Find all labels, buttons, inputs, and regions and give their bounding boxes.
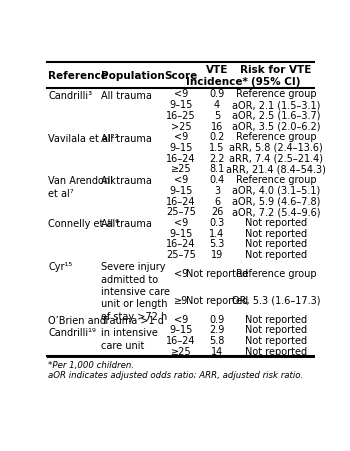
Text: aOR indicates adjusted odds ratio; ARR, adjusted risk ratio.: aOR indicates adjusted odds ratio; ARR, … <box>48 370 303 379</box>
Text: 5.8: 5.8 <box>209 335 225 345</box>
Text: <9: <9 <box>174 132 188 142</box>
Text: 16–25: 16–25 <box>166 110 196 120</box>
Text: 1.5: 1.5 <box>209 143 225 152</box>
Text: Candrilli³: Candrilli³ <box>48 91 92 101</box>
Text: Reference group: Reference group <box>236 175 316 185</box>
Text: All trauma: All trauma <box>102 91 152 101</box>
Text: Not reported: Not reported <box>245 314 307 324</box>
Text: Trauma >1 d
in intensive
care unit: Trauma >1 d in intensive care unit <box>102 315 164 350</box>
Text: 9–15: 9–15 <box>169 185 193 195</box>
Text: 5: 5 <box>214 110 220 120</box>
Text: Van Arendonk
et al⁷: Van Arendonk et al⁷ <box>48 176 116 198</box>
Text: 25–75: 25–75 <box>166 207 196 217</box>
Text: 1.4: 1.4 <box>209 228 225 238</box>
Text: 9–15: 9–15 <box>169 228 193 238</box>
Text: 16–24: 16–24 <box>167 196 196 206</box>
Text: Cyr¹⁵: Cyr¹⁵ <box>48 262 72 272</box>
Text: 2.2: 2.2 <box>209 153 225 163</box>
Text: aOR, 2.1 (1.5–3.1): aOR, 2.1 (1.5–3.1) <box>232 100 320 110</box>
Text: <9: <9 <box>174 217 188 227</box>
Text: 0.9: 0.9 <box>209 314 225 324</box>
Text: aRR, 5.8 (2.4–13.6): aRR, 5.8 (2.4–13.6) <box>229 143 323 152</box>
Text: 16–24: 16–24 <box>167 335 196 345</box>
Text: Connelly et al⁶: Connelly et al⁶ <box>48 219 119 229</box>
Text: O’Brien and
Candrilli¹⁹: O’Brien and Candrilli¹⁹ <box>48 315 106 337</box>
Text: All trauma: All trauma <box>102 176 152 186</box>
Text: 9–15: 9–15 <box>169 143 193 152</box>
Text: 0.3: 0.3 <box>209 217 225 227</box>
Text: 2.9: 2.9 <box>209 325 225 335</box>
Text: Population: Population <box>102 71 165 81</box>
Text: ≥25: ≥25 <box>171 164 191 174</box>
Text: <9: <9 <box>174 89 188 99</box>
Text: ≥9: ≥9 <box>174 295 188 305</box>
Text: 3: 3 <box>214 185 220 195</box>
Text: 5.3: 5.3 <box>209 239 225 249</box>
Text: 9–15: 9–15 <box>169 325 193 335</box>
Text: <9: <9 <box>174 175 188 185</box>
Text: Reference group: Reference group <box>236 132 316 142</box>
Text: aOR, 2.5 (1.6–3.7): aOR, 2.5 (1.6–3.7) <box>232 110 320 120</box>
Text: Not reported: Not reported <box>245 346 307 356</box>
Text: Not reported: Not reported <box>245 335 307 345</box>
Text: VTE
Incidence*: VTE Incidence* <box>186 64 248 87</box>
Text: 0.2: 0.2 <box>209 132 225 142</box>
Text: 16–24: 16–24 <box>167 239 196 249</box>
Text: 6: 6 <box>214 196 220 206</box>
Text: Score: Score <box>164 71 198 81</box>
Text: Risk for VTE
(95% CI): Risk for VTE (95% CI) <box>240 64 312 87</box>
Text: *Per 1,000 children.: *Per 1,000 children. <box>48 360 134 369</box>
Text: aOR, 5.9 (4.6–7.8): aOR, 5.9 (4.6–7.8) <box>232 196 320 206</box>
Text: Reference group: Reference group <box>236 268 316 278</box>
Text: 9–15: 9–15 <box>169 100 193 110</box>
Text: Reference: Reference <box>48 71 108 81</box>
Text: 4: 4 <box>214 100 220 110</box>
Text: Not reported: Not reported <box>245 239 307 249</box>
Text: >25: >25 <box>171 121 191 131</box>
Text: Reference group: Reference group <box>236 89 316 99</box>
Text: aOR, 7.2 (5.4–9.6): aOR, 7.2 (5.4–9.6) <box>232 207 320 217</box>
Text: Not reported: Not reported <box>186 295 248 305</box>
Text: Severe injury
admitted to
intensive care
unit or length
of stay >72 h: Severe injury admitted to intensive care… <box>102 262 170 321</box>
Text: Not reported: Not reported <box>186 268 248 278</box>
Text: 25–75: 25–75 <box>166 249 196 260</box>
Text: Not reported: Not reported <box>245 228 307 238</box>
Text: 8.1: 8.1 <box>209 164 225 174</box>
Text: 16: 16 <box>211 121 223 131</box>
Text: Not reported: Not reported <box>245 325 307 335</box>
Text: Not reported: Not reported <box>245 217 307 227</box>
Text: 0.4: 0.4 <box>209 175 225 185</box>
Text: ≥25: ≥25 <box>171 346 191 356</box>
Text: aRR, 7.4 (2.5–21.4): aRR, 7.4 (2.5–21.4) <box>229 153 323 163</box>
Text: Vavilala et al²²: Vavilala et al²² <box>48 133 119 143</box>
Text: aOR, 4.0 (3.1–5.1): aOR, 4.0 (3.1–5.1) <box>232 185 320 195</box>
Text: aRR, 21.4 (8.4–54.3): aRR, 21.4 (8.4–54.3) <box>226 164 326 174</box>
Text: <9: <9 <box>174 314 188 324</box>
Text: 14: 14 <box>211 346 223 356</box>
Text: 26: 26 <box>211 207 223 217</box>
Text: OR, 5.3 (1.6–17.3): OR, 5.3 (1.6–17.3) <box>232 295 320 305</box>
Text: All trauma: All trauma <box>102 133 152 143</box>
Text: 19: 19 <box>211 249 223 260</box>
Text: 0.9: 0.9 <box>209 89 225 99</box>
Text: All trauma: All trauma <box>102 219 152 229</box>
Text: aOR, 3.5 (2.0–6.2): aOR, 3.5 (2.0–6.2) <box>232 121 320 131</box>
Text: <9: <9 <box>174 268 188 278</box>
Text: 16–24: 16–24 <box>167 153 196 163</box>
Text: Not reported: Not reported <box>245 249 307 260</box>
